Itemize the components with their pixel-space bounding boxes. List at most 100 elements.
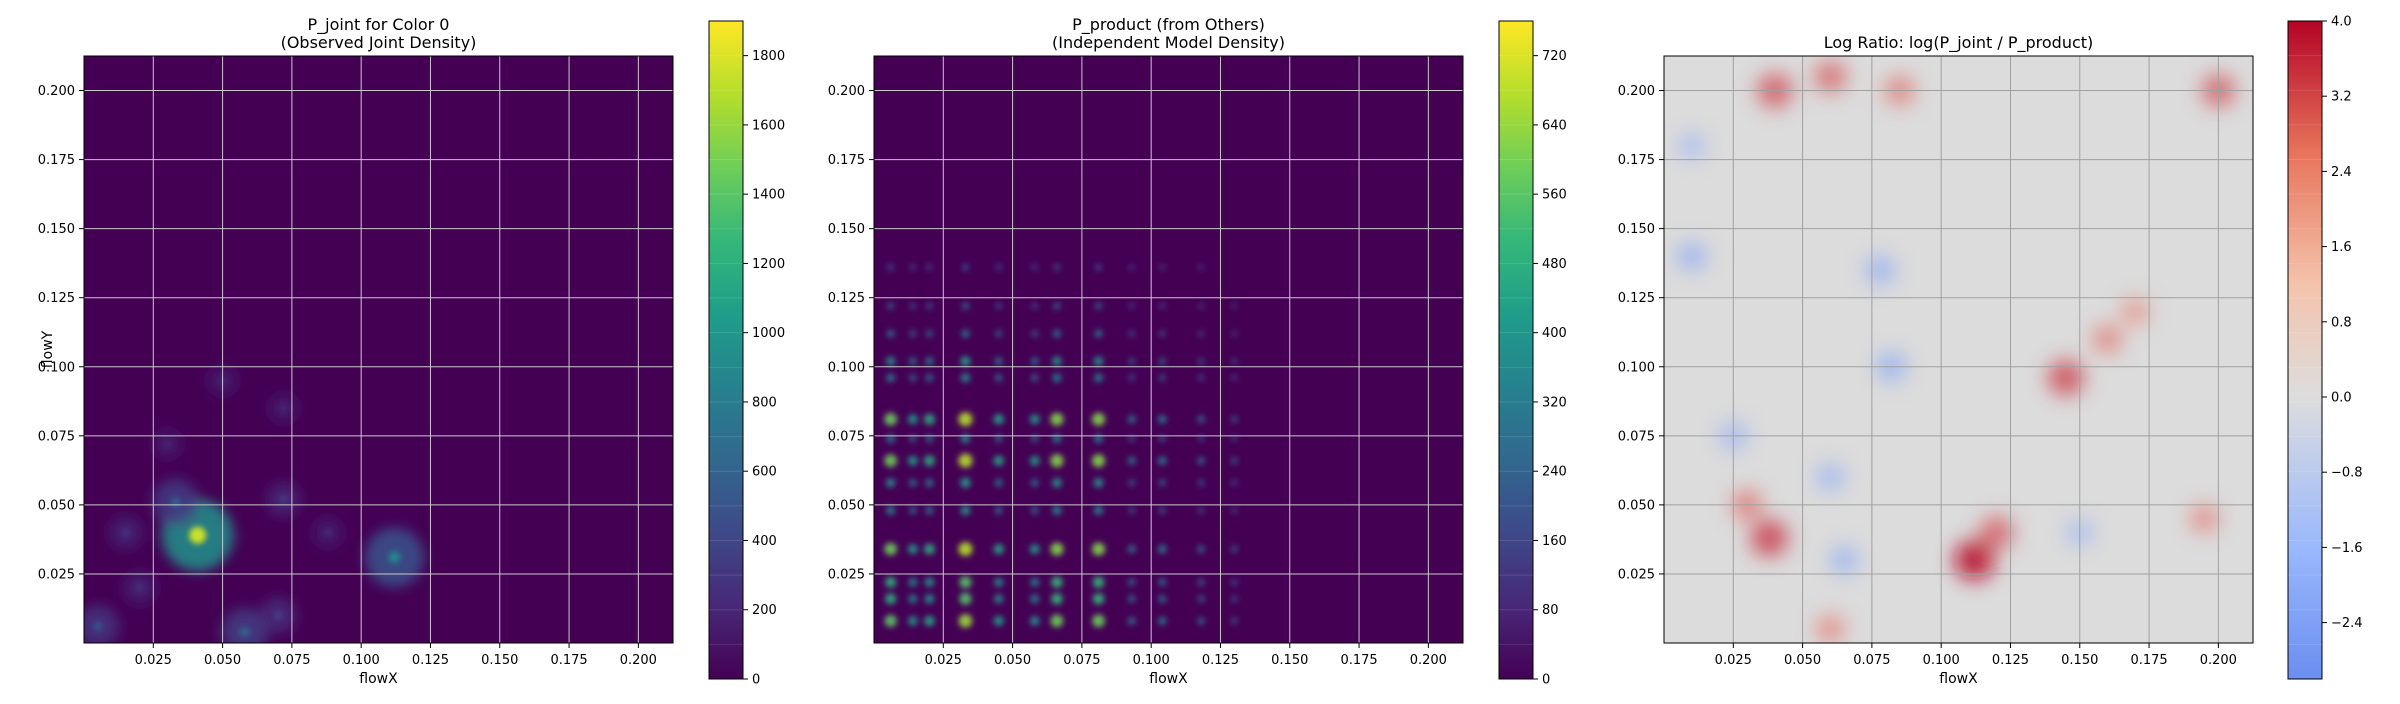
colorbar-tick-label: 0	[1542, 673, 1550, 688]
product-density-peak	[925, 330, 934, 338]
product-density-peak	[909, 264, 916, 271]
product-density-peak	[1127, 456, 1136, 465]
axes-frame	[873, 55, 1464, 644]
colorbar-tick-label: 800	[752, 395, 777, 410]
product-density-peak	[1231, 579, 1238, 586]
product-density-peak	[1197, 595, 1205, 603]
product-density-peak	[1197, 358, 1205, 365]
product-density-peak	[1128, 435, 1136, 442]
axes-frame	[1663, 55, 2254, 644]
product-density-peak	[926, 264, 933, 271]
product-density-peak	[1128, 507, 1136, 514]
product-density-peak	[1159, 330, 1166, 337]
product-density-peak	[994, 478, 1003, 487]
product-density-peak	[1093, 477, 1104, 488]
log-ratio-blob	[1816, 463, 1845, 492]
product-density-peak	[1128, 357, 1136, 365]
y-tick-label: 0.025	[38, 567, 75, 582]
density-hotspot	[170, 497, 181, 508]
product-density-peak	[909, 302, 916, 310]
product-density-peak	[995, 264, 1002, 271]
product-density-peak	[924, 413, 935, 425]
product-density-peak	[1197, 374, 1205, 381]
x-tick-label: 0.100	[343, 653, 380, 668]
product-density-peak	[885, 593, 897, 605]
y-tick-label: 0.150	[1618, 222, 1655, 237]
density-hotspot	[93, 621, 103, 632]
product-density-peak	[1050, 614, 1064, 628]
log-ratio-blob	[2093, 324, 2122, 354]
product-density-peak	[1031, 374, 1039, 382]
product-density-peak	[1198, 303, 1204, 309]
product-density-peak	[924, 543, 935, 555]
product-density-peak	[1158, 616, 1167, 626]
product-density-peak	[1230, 415, 1238, 423]
product-density-peak	[1091, 412, 1106, 426]
product-density-peak	[1127, 616, 1136, 625]
colorbar-tick-label: 640	[1542, 118, 1567, 133]
product-density-peak	[1051, 593, 1063, 605]
product-density-peak	[1030, 478, 1039, 487]
product-density-peak	[960, 505, 971, 516]
colorbar-tick-label: 0	[752, 673, 760, 688]
product-density-peak	[1159, 264, 1166, 271]
colorbar-tick-label: −2.4	[2331, 616, 2363, 631]
colorbar	[708, 20, 744, 680]
x-tick-label: 0.150	[1271, 653, 1308, 668]
y-tick-label: 0.050	[1618, 498, 1655, 513]
colorbar-tick-label: 0.0	[2331, 391, 2352, 406]
product-density-peak	[907, 544, 918, 555]
colorbar-ticks: 0 80 160 240 320 400 480 560 640 720	[1533, 49, 1567, 688]
y-tick-label: 0.175	[1618, 153, 1655, 168]
product-density-peak	[994, 374, 1003, 382]
x-tick-label: 0.100	[1133, 653, 1170, 668]
y-axis-label: flowY	[40, 330, 56, 368]
product-density-peak	[1231, 479, 1238, 486]
product-density-peak	[1029, 544, 1040, 555]
product-density-peak	[1157, 544, 1167, 554]
heatmap-plot-area	[874, 56, 1463, 643]
log-ratio-blob	[1829, 545, 1859, 575]
y-tick-label: 0.150	[38, 222, 75, 237]
product-density-peak	[886, 329, 895, 338]
product-density-peak	[1092, 614, 1105, 628]
product-density-peak	[1128, 479, 1136, 487]
x-tick-label: 0.200	[2200, 653, 2237, 668]
x-tick-label: 0.175	[1340, 653, 1377, 668]
y-tick-label: 0.050	[38, 498, 75, 513]
x-tick-label: 0.200	[1410, 653, 1447, 668]
product-density-peak	[995, 302, 1002, 310]
product-density-peak	[1094, 329, 1103, 338]
colorbar-tick-label: 2.4	[2331, 165, 2352, 180]
panel-title: Log Ratio: log(P_joint / P_product)	[1824, 33, 2094, 53]
x-axis-label: flowX	[1149, 671, 1188, 687]
product-density-peak	[908, 506, 917, 515]
heatmap-plot-area	[84, 56, 673, 643]
product-density-peak	[993, 615, 1004, 626]
density-hotspot	[135, 583, 144, 592]
product-density-peak	[1230, 457, 1238, 465]
product-density-peak	[1092, 576, 1105, 588]
colorbar-level-lines	[1499, 55, 1533, 645]
product-density-peak	[1158, 594, 1167, 603]
product-density-peak	[926, 302, 933, 310]
colorbar-tick-label: 720	[1542, 49, 1567, 64]
grid	[1664, 56, 2253, 643]
product-density-peak	[1128, 264, 1135, 271]
product-density-peak	[887, 264, 894, 271]
y-ticks: 0.025 0.050 0.075 0.100 0.125 0.150 0.175 0.200	[828, 84, 874, 582]
x-tick-label: 0.025	[925, 653, 962, 668]
product-density-peak	[924, 455, 935, 467]
x-tick-label: 0.125	[1992, 653, 2029, 668]
product-density-peak	[909, 330, 917, 338]
colorbar-tick-label: 160	[1542, 534, 1567, 549]
product-density-peak	[995, 330, 1003, 338]
product-density-peak	[1052, 329, 1061, 338]
panel-log-ratio: Log Ratio: log(P_joint / P_product) 0.0 2…	[1618, 15, 2363, 688]
product-density-peak	[994, 434, 1003, 443]
x-tick-label: 0.050	[204, 653, 241, 668]
product-density-peak	[1095, 264, 1102, 271]
product-density-peak	[958, 453, 973, 468]
colorbar	[1498, 20, 1534, 680]
colorbar-tick-label: 1600	[752, 118, 785, 133]
